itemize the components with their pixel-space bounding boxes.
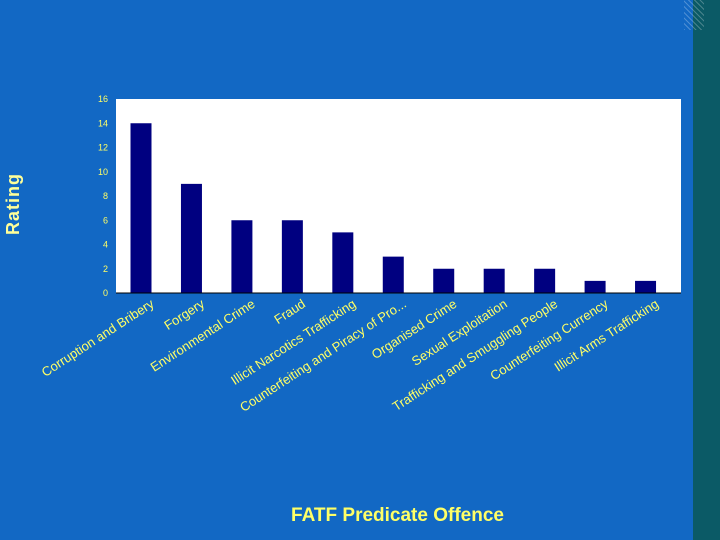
bar: [483, 268, 505, 293]
y-tick-label: 16: [98, 94, 108, 104]
y-tick-label: 10: [98, 167, 108, 177]
y-ticks: 0 2 4 6 8 10 12 14 16: [98, 94, 108, 298]
y-tick-label: 0: [103, 288, 108, 298]
right-edge-strip: [693, 0, 720, 540]
bar: [281, 220, 303, 293]
bar: [332, 232, 354, 293]
bar: [433, 268, 455, 293]
y-tick-label: 12: [98, 143, 108, 153]
bar: [130, 123, 152, 293]
bar: [231, 220, 253, 293]
y-tick-label: 14: [98, 118, 108, 128]
y-tick-label: 6: [103, 215, 108, 225]
y-tick-label: 2: [103, 264, 108, 274]
x-category-label: Fraud: [271, 296, 308, 327]
category-labels: Corruption and Bribery ForgeryEnvironment…: [39, 296, 661, 415]
bar: [382, 256, 404, 293]
corner-pattern: [684, 0, 704, 30]
bar: [180, 183, 202, 293]
y-tick-label: 8: [103, 191, 108, 201]
bars: [130, 123, 657, 293]
x-axis-title: FATF Predicate Offence: [291, 505, 504, 526]
bar: [534, 268, 556, 293]
bar: [635, 280, 657, 293]
y-tick-label: 4: [103, 240, 108, 250]
bar: [584, 280, 606, 293]
x-category-label: Corruption and Bribery: [39, 296, 157, 380]
